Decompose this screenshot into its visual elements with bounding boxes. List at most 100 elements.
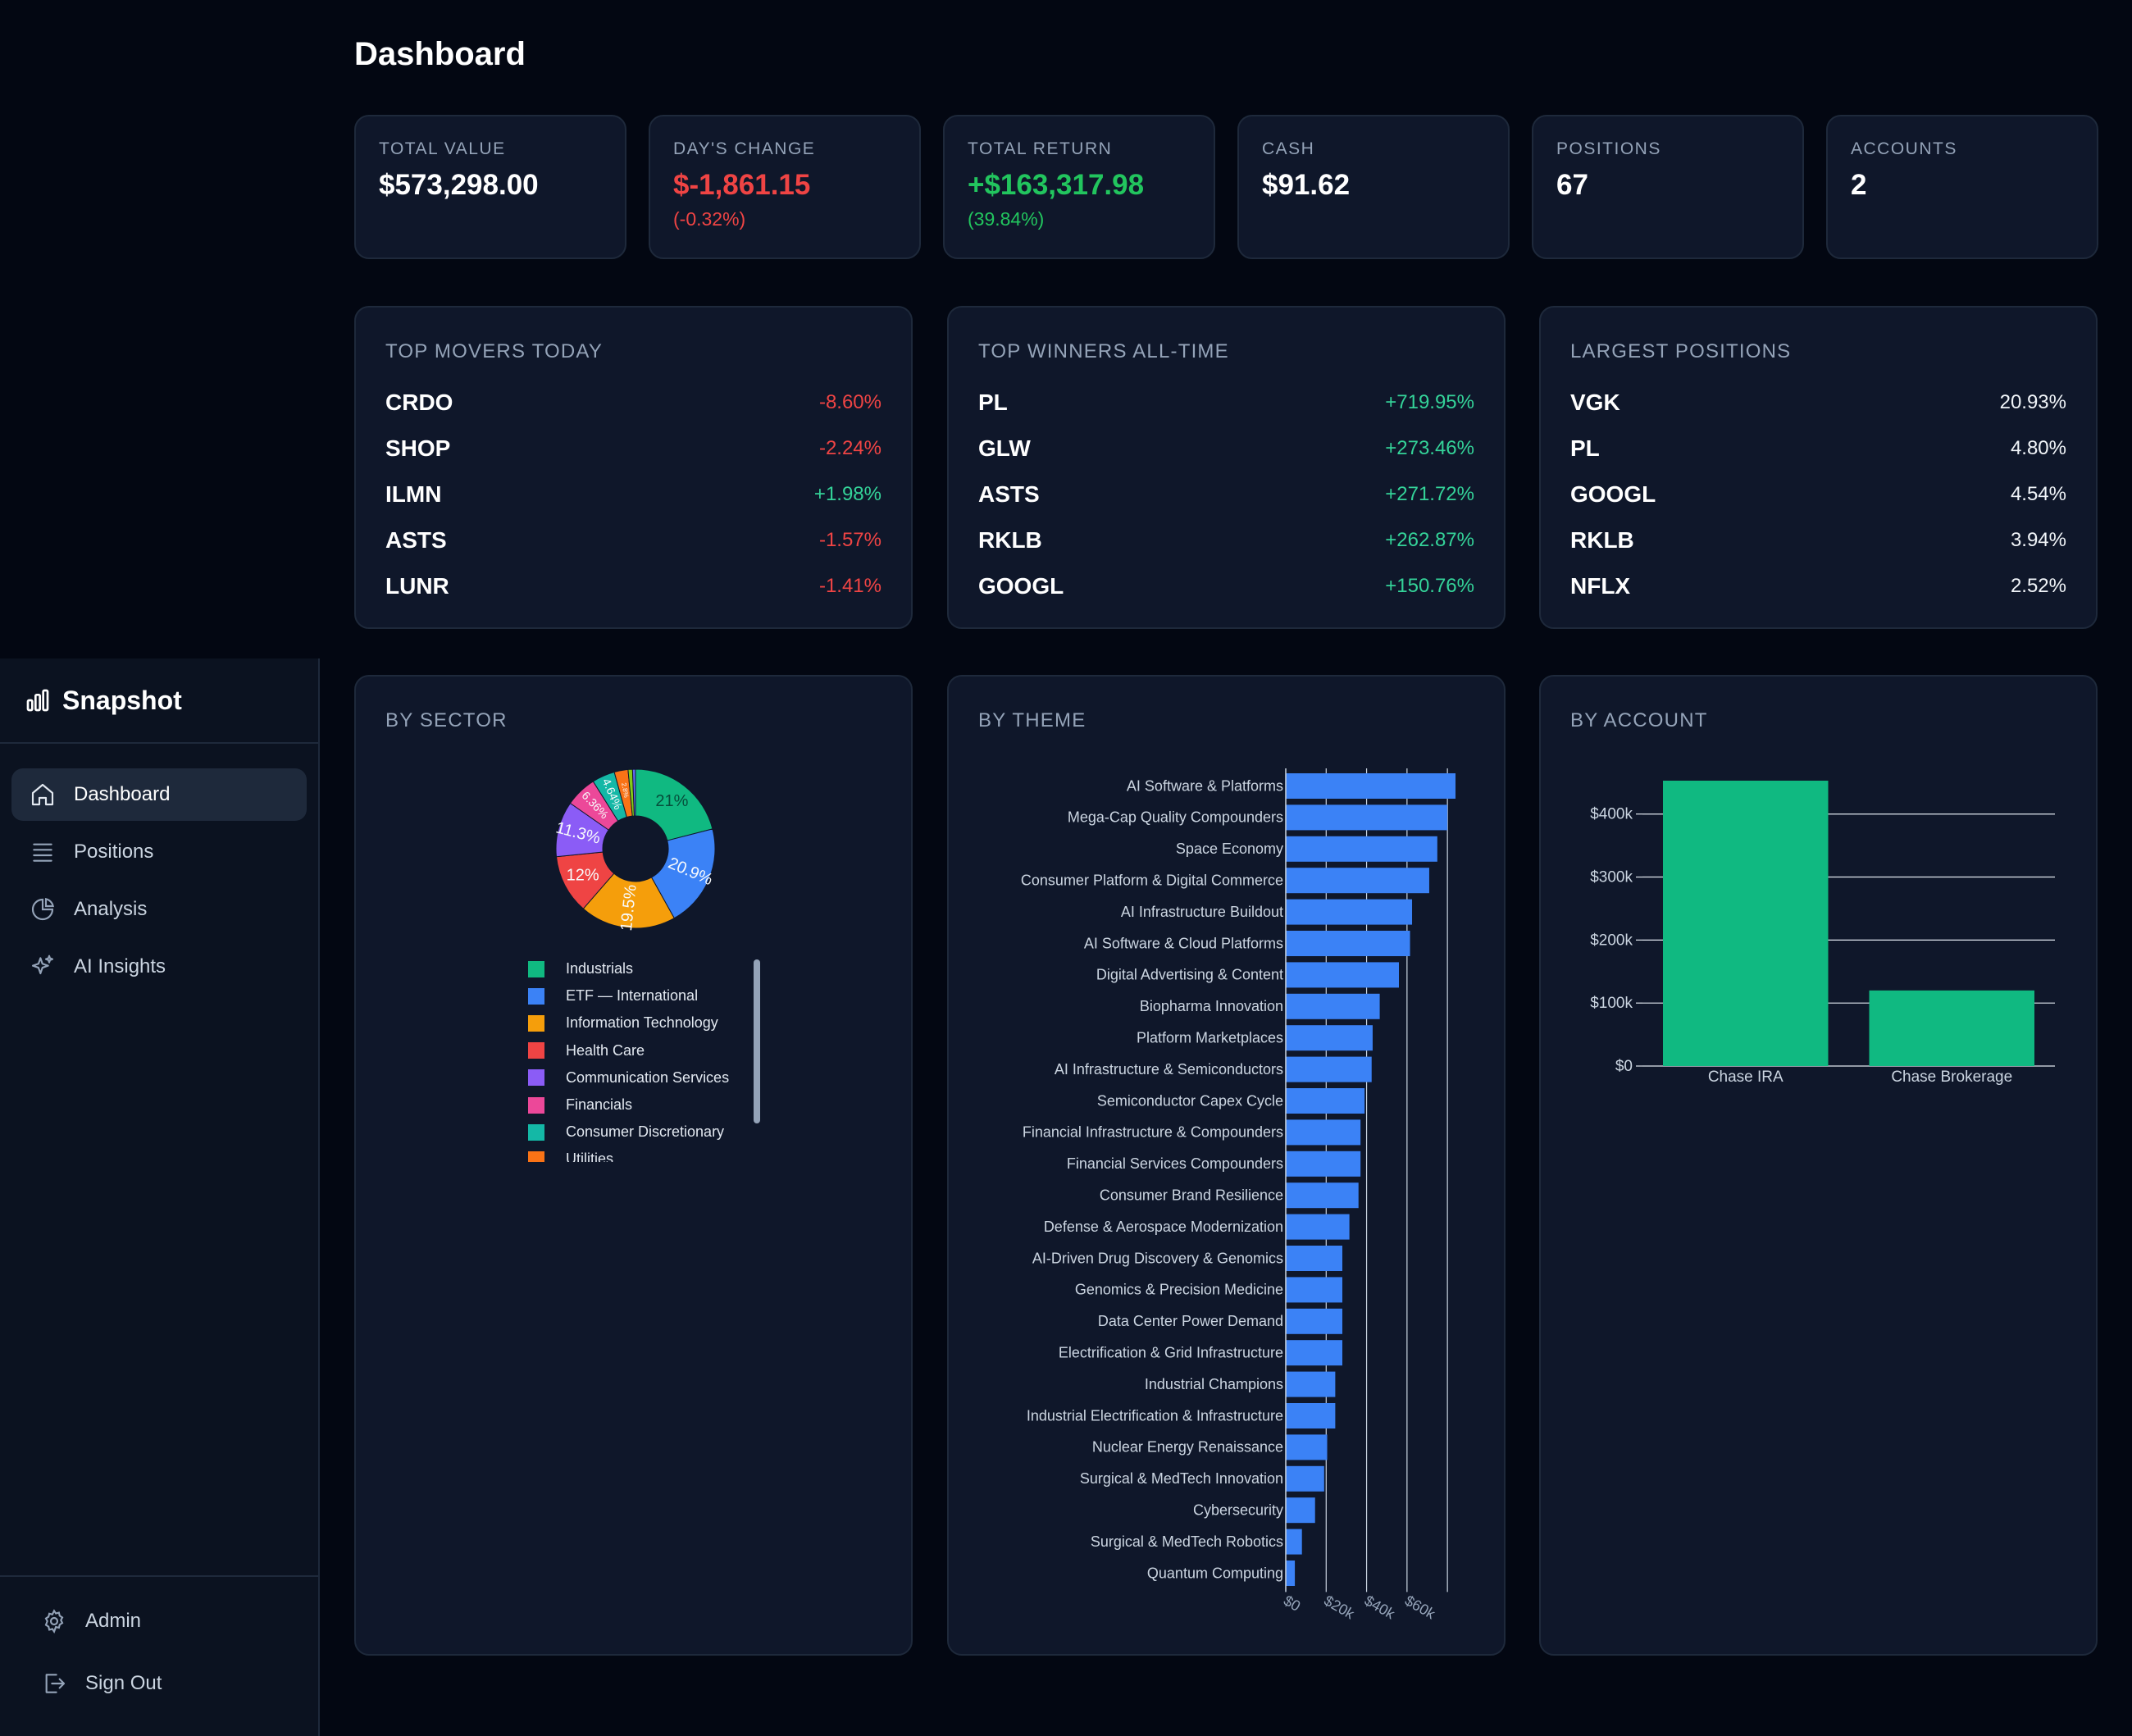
sidebar-item-analysis[interactable]: Analysis <box>11 883 307 936</box>
stat-value: 2 <box>1851 169 1867 201</box>
category-label: AI Software & Platforms <box>1127 777 1283 794</box>
home-icon <box>31 783 54 806</box>
legend-item[interactable]: ETF — International <box>528 982 758 1009</box>
theme-bar[interactable] <box>1286 1434 1328 1460</box>
legend-item[interactable]: Information Technology <box>528 1009 758 1037</box>
panel-title: TOP MOVERS TODAY <box>385 340 604 362</box>
return-value: +262.87% <box>1385 529 1474 551</box>
theme-bar[interactable] <box>1286 1214 1350 1240</box>
legend-swatch <box>528 1069 544 1087</box>
legend-label: Consumer Discretionary <box>566 1123 725 1141</box>
sidebar-footer: Admin Sign Out <box>0 1575 318 1736</box>
return-value: +273.46% <box>1385 437 1474 459</box>
panel-title: BY ACCOUNT <box>1570 709 1708 731</box>
pie-chart-icon <box>31 898 54 921</box>
list-item[interactable]: GOOGL +150.76% <box>978 563 1474 609</box>
sidebar-item-label: Positions <box>74 841 154 863</box>
theme-bar[interactable] <box>1286 1119 1361 1146</box>
theme-bar[interactable] <box>1286 1308 1342 1334</box>
change-value: -1.57% <box>818 529 882 551</box>
sidebar-item-sign-out[interactable]: Sign Out <box>23 1657 295 1710</box>
list-item[interactable]: ASTS -1.57% <box>385 517 882 563</box>
stat-value: +$163,317.98 <box>968 169 1145 201</box>
category-label: AI Infrastructure & Semiconductors <box>1055 1061 1283 1078</box>
sidebar-item-positions[interactable]: Positions <box>11 826 307 878</box>
stat-card-cash: CASH $91.62 <box>1237 115 1510 259</box>
list-item[interactable]: ASTS +271.72% <box>978 472 1474 517</box>
legend-item[interactable]: Financials <box>528 1091 758 1119</box>
category-label: Semiconductor Capex Cycle <box>1097 1092 1283 1109</box>
theme-bar[interactable] <box>1286 931 1410 956</box>
theme-bar[interactable] <box>1286 1497 1315 1524</box>
legend-item[interactable]: Communication Services <box>528 1064 758 1091</box>
pie-slice[interactable] <box>650 828 716 919</box>
legend-item[interactable]: Consumer Discretionary <box>528 1119 758 1146</box>
theme-bar[interactable] <box>1286 1403 1336 1428</box>
account-bar[interactable] <box>1869 990 2035 1066</box>
account-bar[interactable] <box>1663 781 1829 1066</box>
theme-bar[interactable] <box>1286 868 1429 894</box>
theme-bar[interactable] <box>1286 899 1413 925</box>
theme-bar[interactable] <box>1286 993 1380 1019</box>
list-item[interactable]: ILMN +1.98% <box>385 472 882 517</box>
theme-bar[interactable] <box>1286 804 1448 831</box>
sidebar-item-dashboard[interactable]: Dashboard <box>11 768 307 821</box>
category-label: AI-Driven Drug Discovery & Genomics <box>1032 1250 1283 1266</box>
brand-name: Snapshot <box>62 685 182 715</box>
pie-slice[interactable] <box>635 768 713 841</box>
theme-bar[interactable] <box>1286 1088 1365 1114</box>
list-item[interactable]: NFLX 2.52% <box>1570 563 2066 609</box>
theme-bar[interactable] <box>1286 1529 1302 1555</box>
pie-slice[interactable] <box>631 768 636 817</box>
legend-item[interactable]: Utilities <box>528 1146 758 1162</box>
legend-item[interactable]: Health Care <box>528 1037 758 1064</box>
list-item[interactable]: VGK 20.93% <box>1570 380 2066 426</box>
theme-bar[interactable] <box>1286 1025 1373 1051</box>
sidebar-item-ai-insights[interactable]: AI Insights <box>11 941 307 993</box>
stat-card-accounts: ACCOUNTS 2 <box>1826 115 2098 259</box>
list-item[interactable]: PL +719.95% <box>978 380 1474 426</box>
list-item[interactable]: RKLB 3.94% <box>1570 517 2066 563</box>
list-item[interactable]: PL 4.80% <box>1570 426 2066 472</box>
theme-bar[interactable] <box>1286 1246 1342 1271</box>
legend-item[interactable]: Industrials <box>528 955 758 982</box>
stat-label: TOTAL RETURN <box>968 139 1113 158</box>
return-value: +719.95% <box>1385 391 1474 413</box>
list-item[interactable]: GOOGL 4.54% <box>1570 472 2066 517</box>
list-item[interactable]: SHOP -2.24% <box>385 426 882 472</box>
y-tick-label: $100k <box>1590 995 1633 1012</box>
theme-bar[interactable] <box>1286 1182 1359 1209</box>
theme-bar[interactable] <box>1286 1371 1336 1397</box>
slice-label: 12% <box>567 867 599 885</box>
list-item[interactable]: CRDO -8.60% <box>385 380 882 426</box>
list-item[interactable]: GLW +273.46% <box>978 426 1474 472</box>
weight-value: 20.93% <box>1999 391 2066 413</box>
by-theme-panel: BY THEME AI Software & Platforms Mega-Cap… <box>947 675 1506 1656</box>
sidebar-item-admin[interactable]: Admin <box>23 1595 295 1647</box>
theme-bar[interactable] <box>1286 1150 1361 1177</box>
by-sector-panel: BY SECTOR 21% 20.9% 19.5% 12% 11.3% 6.36% 4.64… <box>354 675 913 1656</box>
sector-legend[interactable]: Industrials ETF — International Informatio… <box>528 955 758 1162</box>
theme-bar[interactable] <box>1286 962 1399 988</box>
by-account-panel: BY ACCOUNT $0 $100k $200k $300k $400k Chase I… <box>1539 675 2098 1656</box>
category-label: Quantum Computing <box>1147 1565 1283 1581</box>
sidebar-item-label: Admin <box>85 1610 142 1632</box>
theme-bar[interactable] <box>1286 1561 1296 1586</box>
theme-bar[interactable] <box>1286 836 1437 862</box>
list-item[interactable]: LUNR -1.41% <box>385 563 882 609</box>
theme-bar[interactable] <box>1286 773 1456 799</box>
list-item[interactable]: RKLB +262.87% <box>978 517 1474 563</box>
theme-bar[interactable] <box>1286 1340 1342 1366</box>
legend-scrollbar[interactable] <box>754 959 760 1123</box>
category-label: Industrial Champions <box>1145 1376 1283 1392</box>
stat-value: 67 <box>1556 169 1588 201</box>
symbol: VGK <box>1570 390 1620 415</box>
legend-label: Health Care <box>566 1041 645 1059</box>
stat-card-total-return: TOTAL RETURN +$163,317.98 (39.84%) <box>943 115 1215 259</box>
theme-bar[interactable] <box>1286 1277 1342 1303</box>
weight-value: 4.54% <box>2010 483 2066 505</box>
theme-bar[interactable] <box>1286 1465 1324 1492</box>
pie-slice[interactable] <box>582 873 675 929</box>
brand[interactable]: Snapshot <box>0 658 318 744</box>
theme-bar[interactable] <box>1286 1056 1372 1082</box>
